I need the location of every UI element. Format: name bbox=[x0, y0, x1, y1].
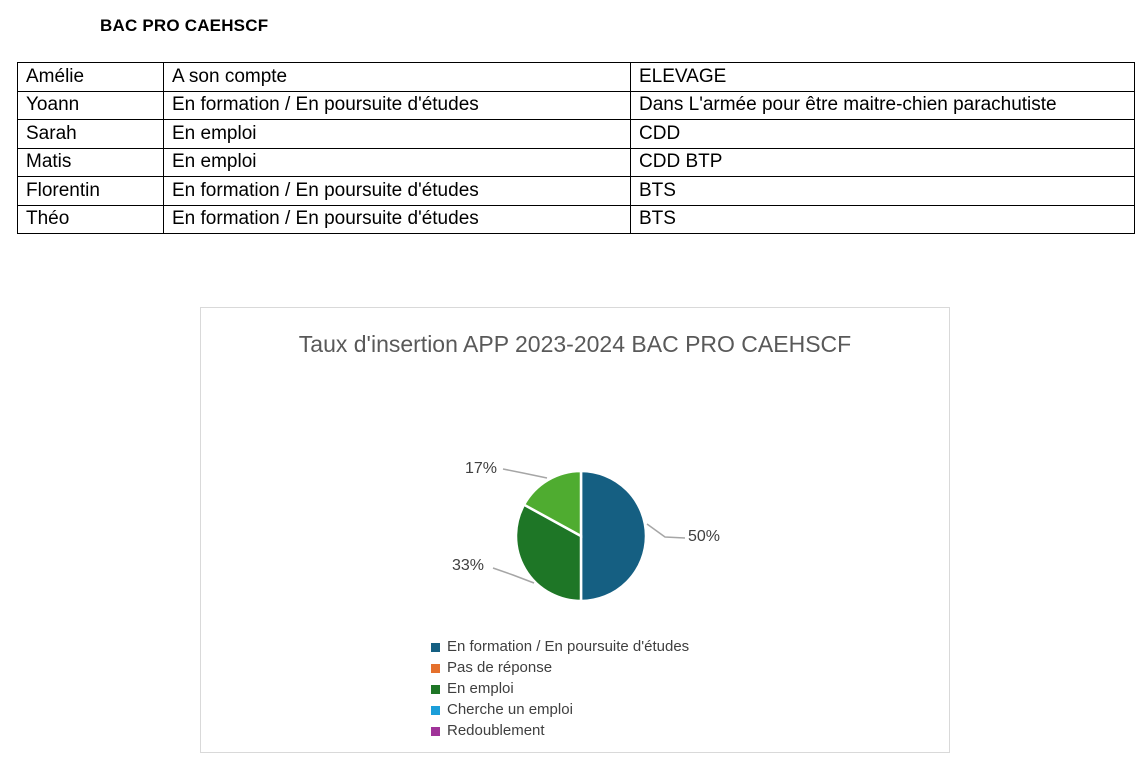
table-cell: En formation / En poursuite d'études bbox=[163, 204, 631, 234]
table-row: Sarah En emploi CDD bbox=[17, 119, 1135, 149]
table-cell: En formation / En poursuite d'études bbox=[163, 176, 631, 206]
leader-line bbox=[492, 567, 535, 584]
legend-label: Cherche un emploi bbox=[447, 701, 573, 718]
table-cell: BTS bbox=[630, 204, 1135, 234]
pie-slice bbox=[579, 469, 648, 603]
legend-swatch bbox=[431, 705, 440, 715]
table-cell: En emploi bbox=[163, 147, 631, 177]
legend-label: En formation / En poursuite d'études bbox=[447, 638, 690, 655]
legend-item: Redoublement bbox=[431, 723, 689, 739]
table-cell: Matis bbox=[17, 147, 164, 177]
legend-label: Redoublement bbox=[447, 722, 545, 739]
pie-percent-label: 17% bbox=[465, 460, 498, 477]
leader-line bbox=[502, 468, 548, 479]
pie-slice bbox=[522, 469, 583, 539]
table-row: Florentin En formation / En poursuite d'é… bbox=[17, 176, 1135, 206]
table-cell: A son compte bbox=[163, 62, 631, 92]
legend-item: Cherche un emploi bbox=[431, 702, 689, 718]
table-cell: CDD BTP bbox=[630, 147, 1135, 177]
table-row: Amélie A son compte ELEVAGE bbox=[17, 62, 1135, 92]
legend-item: En formation / En poursuite d'études bbox=[431, 639, 689, 655]
legend-item: En emploi bbox=[431, 681, 689, 697]
table-cell: ELEVAGE bbox=[630, 62, 1135, 92]
table-cell: Florentin bbox=[17, 176, 164, 206]
results-table-body: Amélie A son compte ELEVAGE Yoann En formati… bbox=[17, 62, 1135, 234]
table-cell: BTS bbox=[630, 176, 1135, 206]
page-title: BAC PRO CAEHSCF bbox=[100, 16, 269, 35]
legend-item: Pas de réponse bbox=[431, 660, 689, 676]
pie-slices bbox=[514, 469, 648, 603]
results-table: Amélie A son compte ELEVAGE Yoann En formati… bbox=[17, 62, 1135, 234]
table-cell: Sarah bbox=[17, 119, 164, 149]
chart-legend: En formation / En poursuite d'études Pas … bbox=[431, 639, 689, 739]
pie-percent-label: 50% bbox=[688, 528, 721, 545]
chart-title: Taux d'insertion APP 2023-2024 BAC PRO C… bbox=[298, 331, 852, 357]
table-cell: Amélie bbox=[17, 62, 164, 92]
legend-label: En emploi bbox=[447, 680, 514, 697]
pie-chart bbox=[492, 468, 686, 603]
table-cell: En formation / En poursuite d'études bbox=[163, 90, 631, 120]
table-cell: Théo bbox=[17, 204, 164, 234]
pie-slice bbox=[514, 502, 583, 603]
table-row: Yoann En formation / En poursuite d'étude… bbox=[17, 90, 1135, 120]
legend-label: Pas de réponse bbox=[447, 659, 553, 676]
table-row: Théo En formation / En poursuite d'études… bbox=[17, 204, 1135, 234]
table-row: Matis En emploi CDD BTP bbox=[17, 147, 1135, 177]
leader-line bbox=[646, 523, 686, 539]
legend-swatch bbox=[431, 642, 440, 652]
table-cell: Dans L'armée pour être maitre-chien para… bbox=[630, 90, 1135, 120]
table-cell: En emploi bbox=[163, 119, 631, 149]
pie-percent-label: 33% bbox=[452, 557, 485, 574]
table-cell: Yoann bbox=[17, 90, 164, 120]
legend-swatch bbox=[431, 684, 440, 694]
legend-swatch bbox=[431, 663, 440, 673]
legend-swatch bbox=[431, 726, 440, 736]
insertion-rate-chart: Taux d'insertion APP 2023-2024 BAC PRO C… bbox=[200, 307, 950, 753]
table-cell: CDD bbox=[630, 119, 1135, 149]
